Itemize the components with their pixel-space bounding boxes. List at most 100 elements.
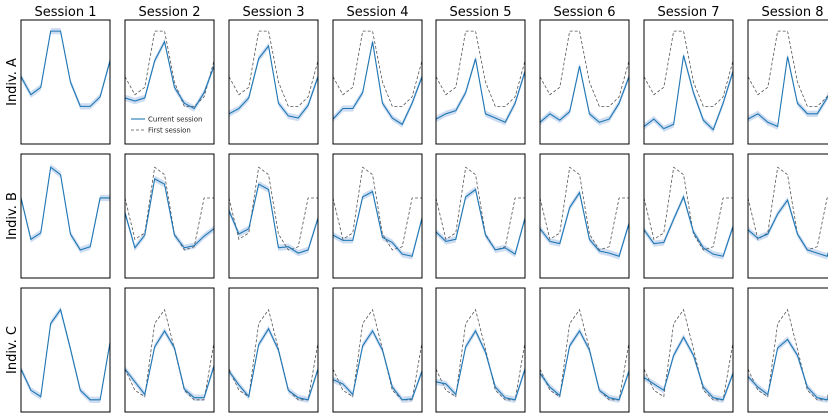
panel — [228, 153, 319, 279]
current-session-line — [747, 56, 828, 128]
panel-frame — [124, 19, 215, 145]
current-session-line — [435, 188, 526, 256]
first-session-line — [435, 166, 525, 251]
panel — [643, 19, 734, 145]
panel — [332, 19, 423, 145]
panel — [539, 287, 630, 413]
panel — [435, 19, 526, 145]
confidence-band — [436, 55, 525, 126]
current-session-line — [643, 195, 734, 257]
column-title: Session 1 — [34, 5, 96, 20]
current-session-line — [20, 166, 110, 251]
current-session-line — [228, 183, 319, 254]
current-session-line — [643, 55, 734, 131]
confidence-band — [644, 52, 733, 133]
current-session-line — [332, 190, 423, 257]
panel-frame — [747, 287, 828, 413]
confidence-band — [21, 306, 110, 403]
legend-label-current: Current session — [148, 116, 202, 124]
current-session-line — [435, 329, 526, 401]
current-session-line — [747, 338, 828, 401]
first-session-line — [124, 166, 214, 251]
panel-frame — [539, 287, 630, 413]
confidence-band — [333, 38, 422, 128]
confidence-band — [748, 196, 828, 260]
panel-frame — [124, 287, 215, 413]
panel-frame — [643, 153, 734, 279]
current-session-line — [228, 327, 319, 401]
panel — [228, 287, 319, 413]
current-session-line — [643, 336, 734, 401]
current-session-line — [435, 58, 526, 123]
panel — [747, 153, 828, 279]
panel-frame — [539, 19, 630, 145]
first-session-line — [747, 30, 828, 107]
column-title: Session 7 — [657, 5, 719, 20]
first-session-line — [124, 308, 215, 401]
panel-frame — [435, 287, 526, 413]
panel-frame — [643, 19, 734, 145]
row-label: Indiv. B — [5, 192, 20, 240]
current-session-line — [124, 178, 215, 249]
panel — [124, 287, 215, 413]
confidence-band — [21, 27, 110, 110]
panel-frame — [332, 287, 423, 413]
current-session-line — [539, 329, 630, 401]
panel — [332, 287, 423, 413]
column-title: Session 3 — [242, 5, 304, 20]
confidence-band — [748, 53, 828, 130]
panel-frame — [539, 153, 630, 279]
panel — [435, 153, 526, 279]
first-session-line — [643, 30, 734, 107]
panel-frame — [124, 153, 215, 279]
confidence-band — [333, 188, 422, 260]
confidence-band — [540, 327, 629, 403]
current-session-line — [124, 40, 215, 110]
first-session-line — [539, 308, 630, 401]
confidence-band — [436, 327, 525, 403]
current-session-line — [539, 65, 630, 123]
panel — [643, 153, 734, 279]
current-session-line — [228, 44, 319, 119]
panel-frame — [228, 19, 319, 145]
current-session-line — [20, 30, 111, 107]
panel-frame — [228, 153, 319, 279]
panel — [747, 287, 828, 413]
panel-frame — [20, 153, 111, 279]
panel-frame — [643, 287, 734, 413]
panel — [539, 19, 630, 145]
panel-frame — [435, 19, 526, 145]
current-session-line — [747, 198, 828, 257]
first-session-line — [539, 166, 629, 251]
confidence-band — [333, 327, 422, 403]
panel-frame — [20, 287, 111, 413]
current-session-line — [539, 191, 630, 257]
current-session-line — [332, 41, 423, 126]
column-title: Session 8 — [761, 5, 823, 20]
legend-label-first: First session — [148, 127, 191, 135]
panel — [124, 153, 215, 279]
panel-frame — [747, 153, 828, 279]
panel-frame — [228, 287, 319, 413]
panel — [643, 287, 734, 413]
current-session-line — [332, 329, 423, 401]
panel — [20, 287, 111, 413]
panel — [20, 19, 111, 145]
confidence-band — [436, 186, 525, 258]
column-title: Session 5 — [449, 5, 511, 20]
panel — [228, 19, 319, 145]
first-session-line — [643, 308, 734, 401]
confidence-band — [21, 164, 110, 254]
panel — [20, 153, 111, 279]
legend: Current session First session — [131, 116, 202, 135]
first-session-line — [228, 30, 319, 107]
first-session-line — [228, 166, 318, 251]
current-session-line — [124, 329, 215, 399]
first-session-line — [747, 308, 828, 401]
first-session-line — [435, 308, 526, 401]
panel-frame — [332, 19, 423, 145]
column-title: Session 4 — [346, 5, 408, 20]
row-label: Indiv. A — [5, 58, 20, 106]
